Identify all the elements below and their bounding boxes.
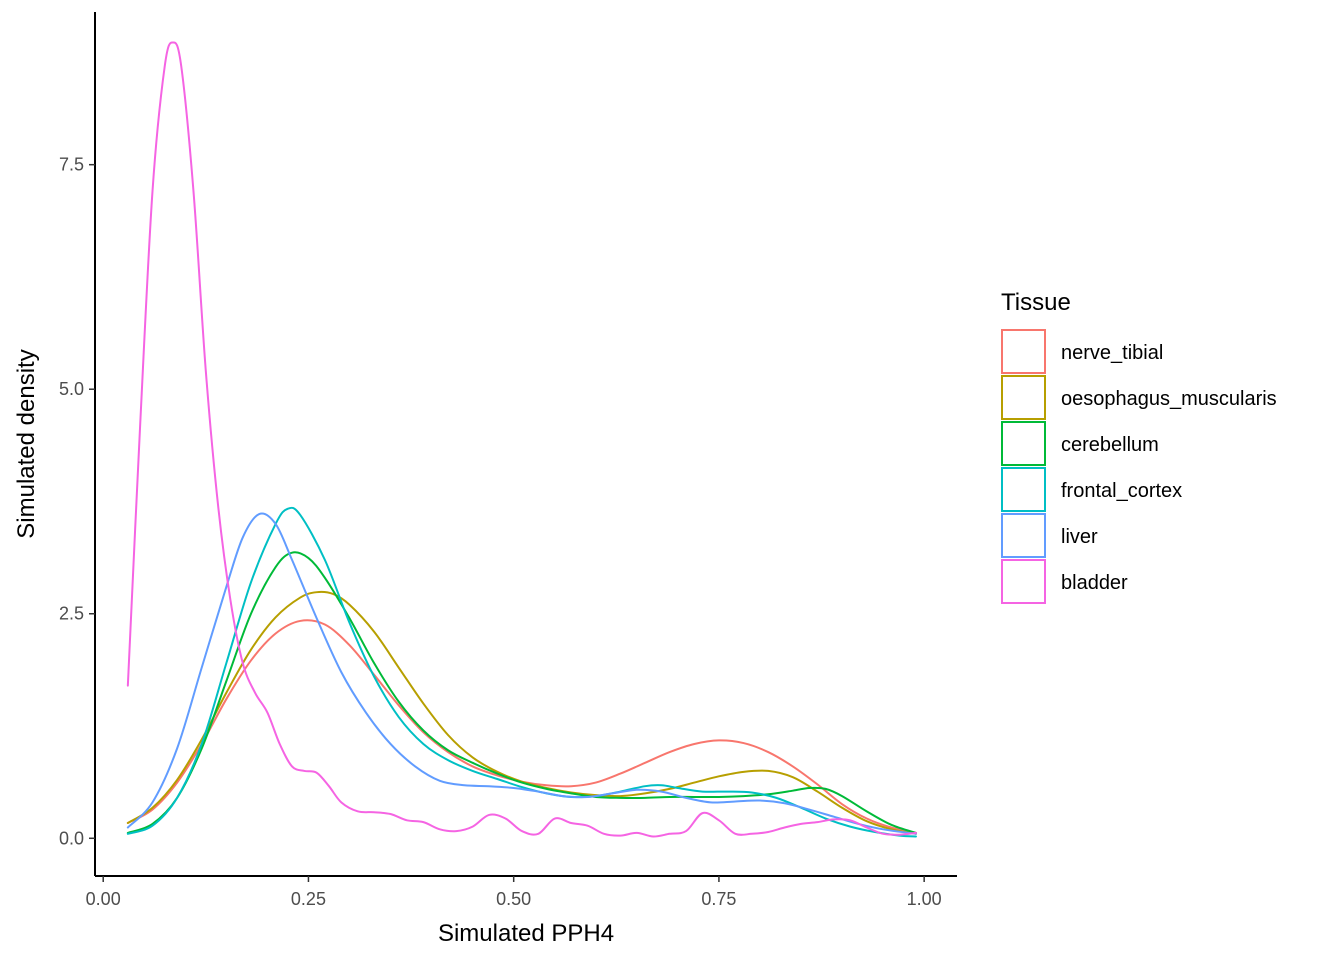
y-tick-label: 2.5 [59, 604, 84, 624]
legend-items: nerve_tibial oesophagus_musculariscerebel… [1001, 329, 1277, 604]
series-line-cerebellum [126, 551, 917, 834]
series-layer [126, 41, 917, 838]
series-line-oesophagus_muscularis [126, 590, 917, 835]
legend-label-frontal_cortex: frontal_cortex [1061, 480, 1182, 502]
series-line-nerve_tibial [126, 619, 917, 834]
legend-key-oesophagus_muscularis [1001, 375, 1046, 420]
axes-layer [94, 12, 957, 877]
x-axis-title: Simulated PPH4 [438, 920, 614, 947]
x-tick-label: 0.00 [86, 889, 121, 909]
legend-key-bladder [1001, 559, 1046, 604]
y-tick-label: 7.5 [59, 155, 84, 175]
x-ticks: 0.00 0.25 0.50 0.75 1.00 [86, 876, 942, 909]
x-tick-label: 0.50 [496, 889, 531, 909]
y-tick-label: 5.0 [59, 379, 84, 399]
legend-label-nerve_tibial: nerve_tibial [1061, 342, 1163, 364]
legend-key-cerebellum [1001, 421, 1046, 466]
series-line-bladder [126, 41, 917, 838]
x-tick-label: 1.00 [907, 889, 942, 909]
legend-key-liver [1001, 513, 1046, 558]
legend-label-cerebellum: cerebellum [1061, 434, 1159, 456]
y-tick-label: 0.0 [59, 828, 84, 848]
series-line-frontal_cortex [126, 506, 917, 838]
legend-title: Tissue [1001, 289, 1071, 316]
legend-label-bladder: bladder [1061, 572, 1128, 594]
series-line-liver [126, 512, 917, 835]
legend: Tissue nerve_tibial oesophagus_muscularis… [1001, 289, 1277, 604]
legend-label-oesophagus_muscularis: oesophagus_muscularis [1061, 388, 1277, 410]
legend-key-frontal_cortex [1001, 467, 1046, 512]
y-ticks: 0.0 2.5 5.0 7.5 [59, 155, 95, 848]
x-tick-label: 0.25 [291, 889, 326, 909]
legend-key-nerve_tibial [1001, 329, 1046, 374]
y-axis-title: Simulated density [13, 349, 40, 538]
legend-label-liver: liver [1061, 526, 1098, 548]
x-tick-label: 0.75 [701, 889, 736, 909]
